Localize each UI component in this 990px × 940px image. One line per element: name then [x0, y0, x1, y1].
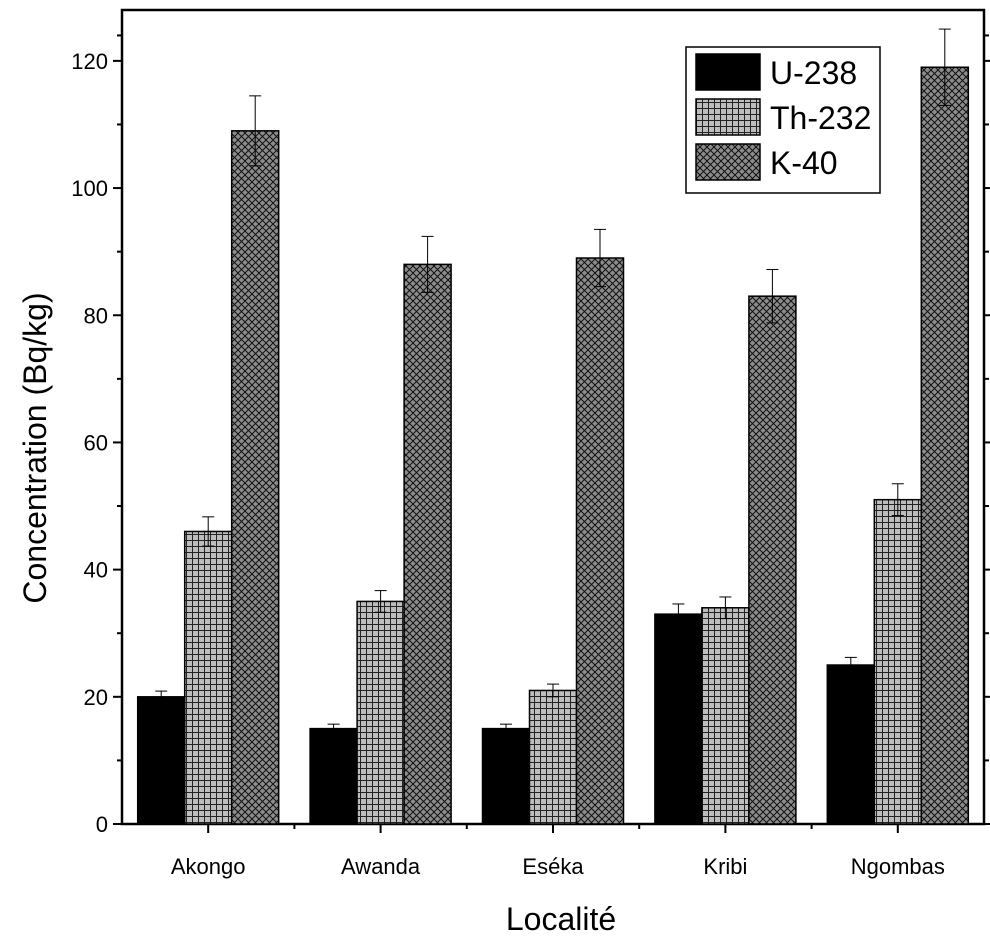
y-axis-title: Concentration (Bq/kg) — [17, 292, 53, 603]
bar-th-232-akongo — [183, 530, 233, 825]
legend-swatch-th-232 — [695, 98, 761, 136]
y-tick-label: 120 — [71, 49, 108, 74]
bar-th-232-awanda — [356, 600, 405, 825]
bar-th-232-ngombas — [873, 498, 923, 825]
y-axis: 0 20 40 60 80 100 120 — [71, 34, 990, 837]
bar-th-232-eséka — [528, 689, 578, 825]
x-tick-label: Kribi — [703, 854, 747, 879]
y-tick-label: 60 — [84, 430, 108, 455]
legend: U-238 Th-232 K-40 — [685, 46, 881, 194]
x-tick-label: Eséka — [522, 854, 584, 879]
bar-u-238-awanda — [309, 727, 358, 825]
x-axis-title: Localité — [506, 901, 616, 937]
bar-k-40-awanda — [403, 263, 452, 825]
x-tick-label: Ngombas — [851, 854, 945, 879]
y-tick-label: 40 — [84, 558, 108, 583]
y-tick-label: 0 — [96, 812, 108, 837]
bar-u-238-eséka — [481, 727, 531, 825]
bar-k-40-kribi — [748, 295, 797, 825]
legend-swatch-k-40 — [695, 143, 761, 181]
y-tick-label: 20 — [84, 685, 108, 710]
x-axis: Akongo Awanda Eséka Kribi Ngombas — [171, 824, 945, 879]
legend-label-th-232: Th-232 — [770, 100, 871, 136]
legend-swatch-u-238 — [695, 53, 761, 91]
bar-th-232-kribi — [701, 607, 750, 825]
x-tick-label: Awanda — [341, 854, 421, 879]
legend-label-k-40: K-40 — [770, 145, 838, 181]
bar-u-238-kribi — [654, 613, 703, 825]
y-tick-label: 80 — [84, 303, 108, 328]
error-bars-layer — [155, 28, 951, 734]
x-tick-label: Akongo — [171, 854, 246, 879]
bar-k-40-ngombas — [920, 66, 970, 825]
bar-u-238-akongo — [136, 696, 186, 825]
bar-k-40-eséka — [575, 257, 625, 825]
bar-u-238-ngombas — [826, 664, 876, 825]
y-tick-label: 100 — [71, 176, 108, 201]
bar-k-40-akongo — [230, 130, 280, 825]
legend-label-u-238: U-238 — [770, 55, 857, 91]
